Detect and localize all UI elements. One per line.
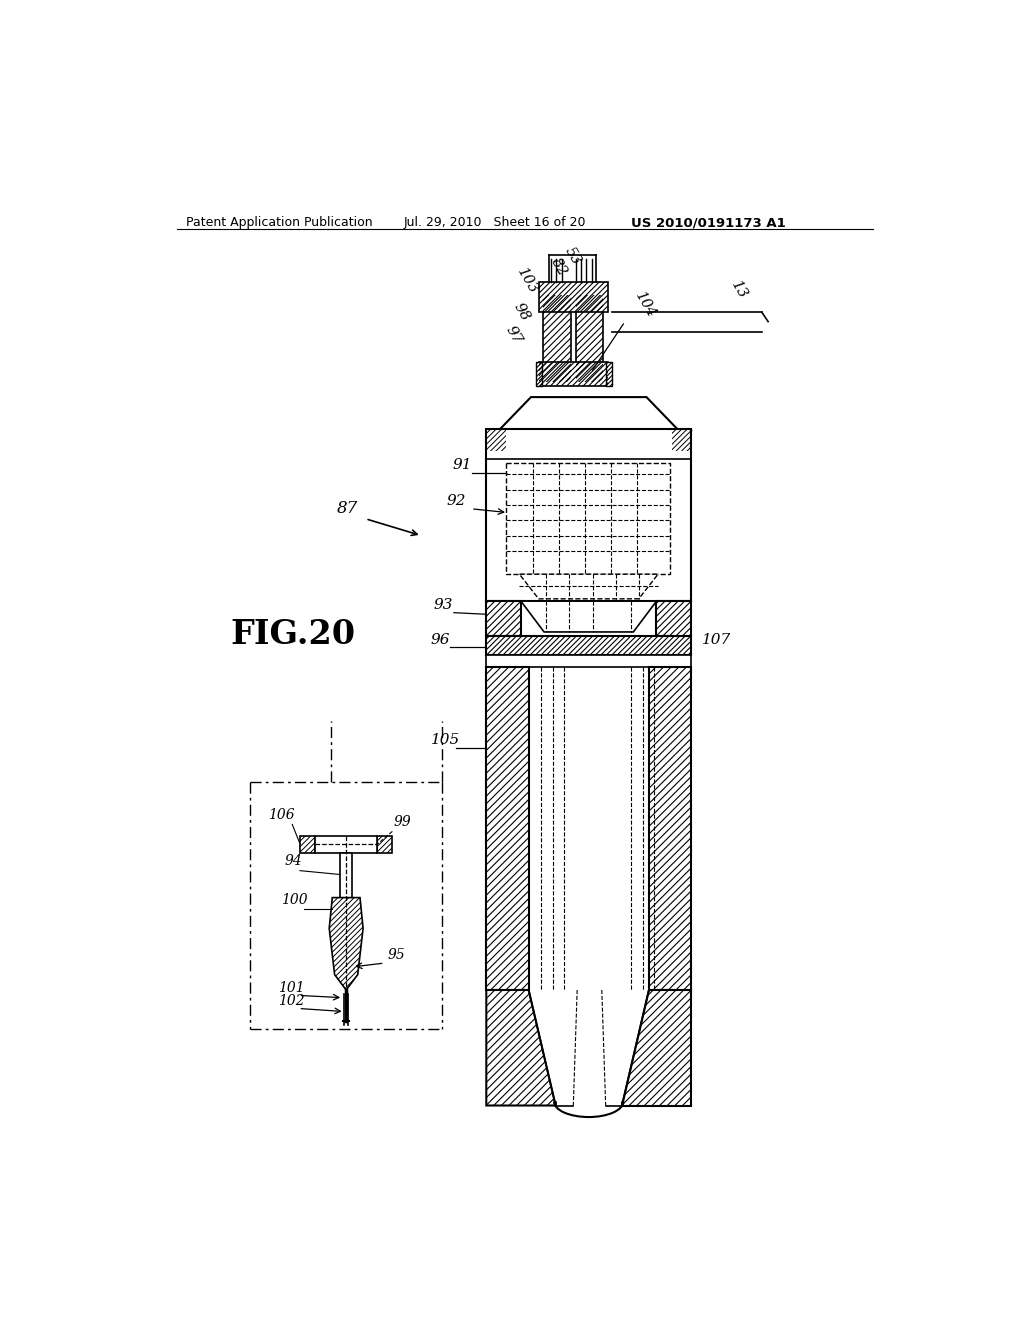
Text: 91: 91: [453, 458, 472, 471]
Text: Patent Application Publication: Patent Application Publication: [186, 216, 373, 230]
Text: 53: 53: [562, 244, 584, 268]
Polygon shape: [656, 601, 691, 636]
Bar: [486, 655, 691, 667]
Text: 92: 92: [446, 494, 466, 508]
Polygon shape: [486, 429, 691, 601]
Polygon shape: [622, 990, 691, 1106]
Polygon shape: [300, 836, 315, 853]
Text: 94: 94: [285, 854, 302, 869]
Text: 97: 97: [504, 323, 524, 346]
Text: 107: 107: [701, 632, 731, 647]
Polygon shape: [606, 363, 611, 385]
Text: 13: 13: [728, 279, 750, 301]
Text: 101: 101: [279, 981, 305, 995]
Polygon shape: [672, 429, 691, 451]
Text: 102: 102: [279, 994, 305, 1008]
Text: 82: 82: [548, 255, 569, 279]
Polygon shape: [486, 397, 691, 444]
Text: 105: 105: [431, 733, 460, 747]
Text: 104: 104: [632, 290, 657, 321]
Text: 95: 95: [388, 948, 406, 962]
Text: 99: 99: [394, 814, 412, 829]
Bar: [315, 836, 377, 853]
Text: FIG.20: FIG.20: [230, 618, 355, 651]
Polygon shape: [521, 601, 656, 632]
Polygon shape: [377, 836, 392, 853]
Polygon shape: [486, 429, 506, 451]
Polygon shape: [486, 636, 691, 655]
Polygon shape: [649, 667, 691, 990]
Text: 106: 106: [267, 808, 294, 822]
Polygon shape: [330, 898, 364, 990]
Text: 98: 98: [511, 300, 532, 323]
Polygon shape: [537, 363, 542, 385]
Polygon shape: [575, 296, 603, 381]
Text: US 2010/0191173 A1: US 2010/0191173 A1: [631, 216, 785, 230]
Polygon shape: [486, 990, 556, 1106]
Text: 96: 96: [431, 632, 451, 647]
Polygon shape: [539, 281, 608, 313]
Polygon shape: [544, 296, 571, 381]
Text: 100: 100: [282, 892, 308, 907]
Polygon shape: [486, 601, 521, 636]
Text: 93: 93: [434, 598, 454, 612]
Text: 103: 103: [515, 265, 541, 297]
Bar: [506, 462, 670, 574]
Text: Jul. 29, 2010   Sheet 16 of 20: Jul. 29, 2010 Sheet 16 of 20: [403, 216, 587, 230]
Polygon shape: [539, 363, 608, 385]
Polygon shape: [519, 574, 658, 599]
Polygon shape: [486, 667, 528, 990]
Text: 87: 87: [337, 499, 358, 516]
Bar: [340, 853, 352, 898]
